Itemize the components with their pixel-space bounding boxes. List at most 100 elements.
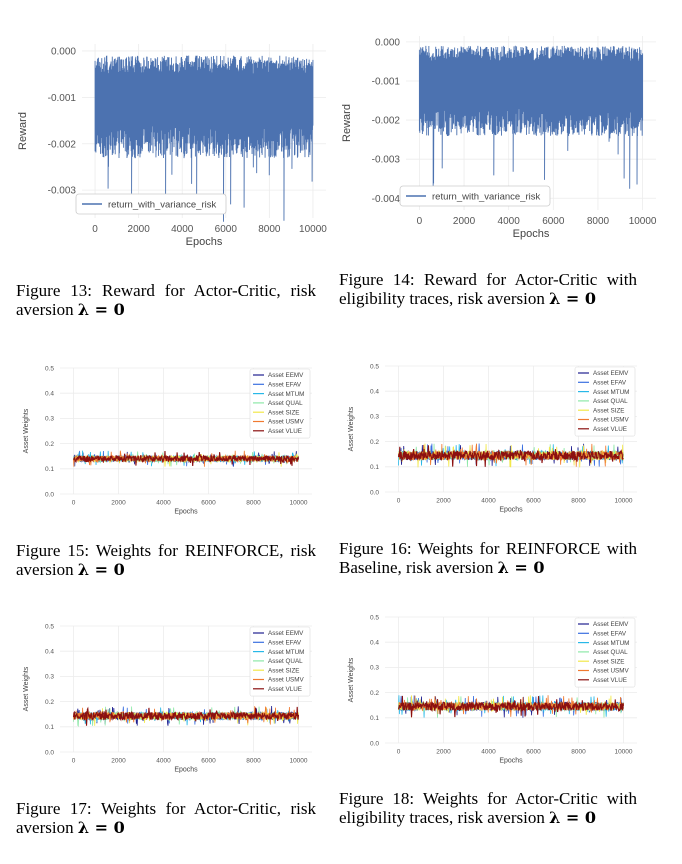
series — [418, 45, 644, 189]
x-tick-label: 0 — [397, 749, 401, 756]
y-tick-label: 0.0 — [370, 740, 379, 747]
y-tick-label: 0.0 — [45, 749, 54, 756]
y-tick-label: 0.2 — [45, 699, 54, 706]
x-axis-label: Epochs — [499, 758, 523, 765]
reward-chart: 0 2000 4000 6000 8000 10000 0.000 -0.001 -0.002 -… — [341, 36, 657, 240]
legend-label: Asset EFAV — [268, 640, 302, 647]
figure-18-chart: 0 2000 4000 6000 8000 10000 0.0 0.1 0.2 0.3 0.4 0.5… — [347, 611, 643, 771]
figure-label: Figure 17: — [16, 799, 92, 818]
x-tick-label: 10000 — [299, 224, 327, 235]
x-tick-label: 10000 — [614, 749, 632, 756]
lambda-math: λ = 0 — [549, 289, 596, 308]
caption-text: Weights for Actor-Critic, risk aversion — [16, 799, 317, 837]
y-tick-label: 0.4 — [45, 390, 54, 397]
legend-label: Asset USMV — [268, 419, 304, 426]
x-tick-label: 6000 — [201, 758, 216, 765]
x-tick-label: 8000 — [571, 749, 586, 756]
figure-label: Figure 15: — [16, 541, 90, 560]
legend-label: Asset MTUM — [268, 649, 304, 656]
legend-label: Asset USMV — [593, 417, 629, 424]
series-line — [397, 445, 624, 467]
y-tick-label: 0.4 — [370, 639, 379, 646]
series — [73, 450, 300, 467]
y-tick-label: 0.0 — [45, 491, 54, 498]
x-axis-label: Epochs — [499, 507, 523, 514]
legend-label: Asset EEMV — [268, 630, 304, 637]
caption-text: Weights for Actor-Critic with eligibilit… — [339, 789, 637, 827]
legend-label: return_with_variance_risk — [432, 192, 540, 203]
x-axis-label: Epochs — [513, 228, 550, 240]
x-tick-label: 2000 — [128, 224, 151, 235]
x-tick-label: 0 — [397, 498, 401, 505]
y-tick-label: 0.5 — [370, 363, 379, 370]
legend-label: Asset QUAL — [268, 658, 303, 665]
legend-label: Asset EEMV — [268, 372, 304, 379]
ticks: 0 2000 4000 6000 8000 10000 0.0 0.1 0.2 0.3 0.4 0.5 — [370, 363, 633, 504]
reward-chart: 0 2000 4000 6000 8000 10000 0.000 -0.001 -0.002 -… — [17, 44, 328, 248]
x-tick-label: 2000 — [453, 216, 476, 227]
y-axis-label: Asset Weights — [23, 666, 30, 711]
x-axis-label: Epochs — [186, 236, 223, 248]
lambda-math: λ = 0 — [77, 560, 125, 579]
y-tick-label: 0.1 — [370, 715, 379, 722]
y-tick-label: -0.001 — [372, 76, 401, 87]
series — [397, 443, 624, 468]
y-tick-label: 0.4 — [45, 648, 54, 655]
figure-13-chart: 0 2000 4000 6000 8000 10000 0.000 -0.001 -0.002 -… — [14, 38, 334, 250]
figure-label: Figure 16: — [339, 539, 412, 558]
legend-label: Asset USMV — [593, 668, 629, 675]
y-tick-label: 0.000 — [51, 46, 76, 57]
x-tick-label: 8000 — [587, 216, 610, 227]
lambda-math: λ = 0 — [77, 300, 125, 319]
weights-chart: 0 2000 4000 6000 8000 10000 0.0 0.1 0.2 0.3 0.4 0.5… — [348, 363, 637, 514]
y-tick-label: 0.3 — [45, 674, 54, 681]
x-tick-label: 6000 — [526, 498, 541, 505]
y-tick-label: 0.3 — [370, 414, 379, 421]
ticks: 0 2000 4000 6000 8000 10000 0.000 -0.001 -0.002 -… — [48, 46, 328, 235]
x-tick-label: 2000 — [436, 498, 451, 505]
legend-label: Asset SIZE — [268, 667, 300, 674]
caption-text: Weights for REINFORCE, risk aversion — [16, 541, 316, 579]
y-tick-label: 0.1 — [370, 464, 379, 471]
x-tick-label: 0 — [417, 216, 423, 227]
series — [94, 55, 314, 222]
x-axis-label: Epochs — [174, 509, 198, 516]
y-axis-label: Reward — [17, 112, 29, 150]
series-line — [72, 706, 300, 726]
y-tick-label: 0.3 — [45, 416, 54, 423]
lambda-math: λ = 0 — [549, 808, 596, 827]
x-tick-label: 10000 — [289, 758, 307, 765]
series-line — [73, 451, 300, 467]
x-tick-label: 4000 — [156, 500, 171, 507]
legend-label: return_with_variance_risk — [108, 200, 216, 211]
weights-chart: 0 2000 4000 6000 8000 10000 0.0 0.1 0.2 0.3 0.4 0.5… — [23, 623, 312, 774]
legend-label: Asset EFAV — [593, 631, 627, 638]
figure-14-chart: 0 2000 4000 6000 8000 10000 0.000 -0.001 -0.002 -… — [338, 30, 668, 242]
y-tick-label: 0.0 — [370, 489, 379, 496]
legend-label: Asset VLUE — [268, 686, 302, 693]
x-tick-label: 4000 — [498, 216, 521, 227]
legend: Asset EEMV Asset EFAV Asset MTUM Asset QUAL… — [574, 366, 636, 437]
legend-label: Asset VLUE — [268, 428, 302, 435]
series-line — [418, 45, 644, 189]
x-tick-label: 6000 — [542, 216, 565, 227]
y-tick-label: -0.001 — [48, 93, 77, 104]
x-tick-label: 4000 — [171, 224, 194, 235]
figure-17-chart: 0 2000 4000 6000 8000 10000 0.0 0.1 0.2 0.3 0.4 0.5… — [22, 620, 318, 780]
figure-15-chart: 0 2000 4000 6000 8000 10000 0.0 0.1 0.2 0.3 0.4 0.5… — [22, 362, 318, 522]
legend: return_with_variance_risk — [399, 185, 551, 207]
legend-label: Asset QUAL — [593, 398, 628, 405]
caption-text: Reward for Actor-Critic with eligibility… — [339, 270, 638, 308]
x-tick-label: 0 — [92, 224, 98, 235]
ticks: 0 2000 4000 6000 8000 10000 0.0 0.1 0.2 0.3 0.4 0.5 — [45, 365, 308, 506]
legend-label: Asset MTUM — [593, 640, 629, 647]
ticks: 0 2000 4000 6000 8000 10000 0.0 0.1 0.2 0.3 0.4 0.5 — [370, 614, 633, 755]
legend-box — [249, 626, 311, 697]
figure-17-caption: Figure 17: Weights for Actor-Critic, ris… — [16, 799, 316, 837]
figure-label: Figure 18: — [339, 789, 415, 808]
y-tick-label: 0.1 — [45, 724, 54, 731]
ticks: 0 2000 4000 6000 8000 10000 0.0 0.1 0.2 0.3 0.4 0.5 — [45, 623, 308, 764]
legend-label: Asset SIZE — [268, 409, 300, 416]
series-line — [94, 55, 314, 222]
x-tick-label: 2000 — [111, 500, 126, 507]
